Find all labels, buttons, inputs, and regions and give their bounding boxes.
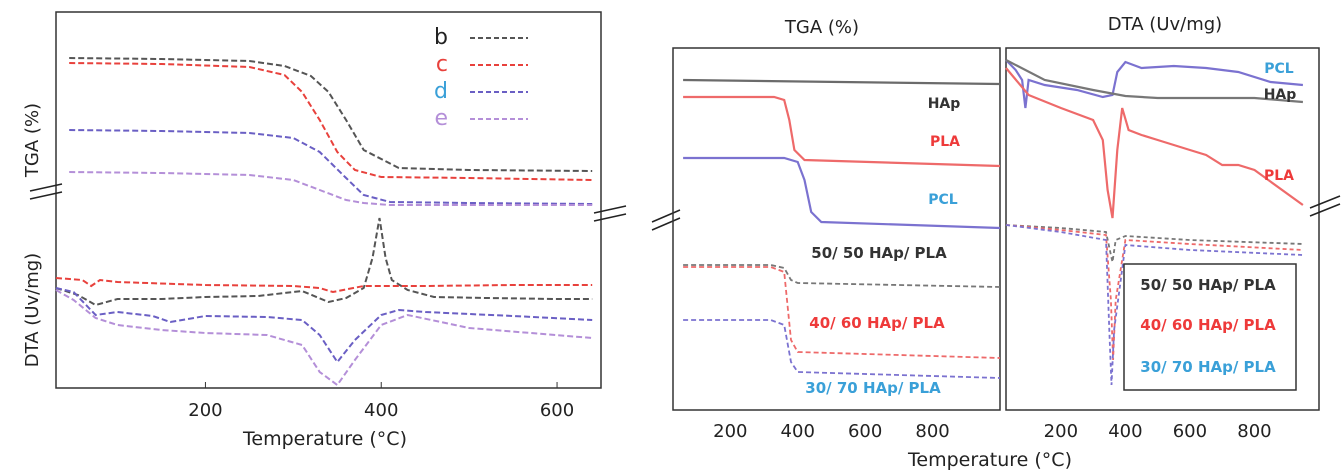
- series-label: PLA: [930, 134, 960, 150]
- axis-break-far-right-icon: [1309, 195, 1341, 217]
- series-label: PCL: [928, 192, 958, 208]
- x-tick-label: 200: [188, 400, 222, 421]
- tga-line-hap: [683, 78, 1001, 86]
- right-panel: DTA (Uv/mg) PCL HAp PLA 50/ 50 HAp/ PLA 40/ …: [1005, 14, 1341, 442]
- x-tick-label: 400: [364, 400, 398, 421]
- series-label: 30/ 70 HAp/ PLA: [1140, 358, 1276, 376]
- dta-line-40-60-hap-pla: [1005, 224, 1303, 361]
- tga-line-50-50-hap-pla: [683, 264, 1001, 288]
- dta-line-c: [55, 277, 593, 294]
- dta-line-50-50-hap-pla: [1005, 224, 1303, 263]
- tga-line-e: [69, 171, 593, 206]
- x-tick-label: 400: [781, 421, 815, 442]
- legend-key-e: e: [434, 106, 448, 131]
- legend-key-b: b: [434, 25, 448, 50]
- tga-line-pla: [683, 95, 1001, 168]
- series-label: PLA: [1264, 168, 1294, 184]
- dta-line-30-70-hap-pla: [1005, 224, 1303, 386]
- series-label: HAp: [1264, 87, 1297, 103]
- tga-line-40-60-hap-pla: [683, 266, 1001, 359]
- y-axis-label-dta: DTA (Uv/mg): [22, 253, 43, 367]
- dta-line-d: [55, 287, 593, 364]
- series-label: 50/ 50 HAp/ PLA: [1140, 276, 1276, 294]
- middle-plot-frame: [672, 47, 1001, 411]
- series-label: 30/ 70 HAp/ PLA: [805, 379, 941, 397]
- right-legend-box: [1123, 263, 1297, 391]
- tga-line-c: [69, 62, 593, 181]
- tga-line-30-70-hap-pla: [683, 319, 1001, 379]
- series-label: 50/ 50 HAp/ PLA: [811, 244, 947, 262]
- x-tick-label: 600: [1173, 421, 1207, 442]
- legend-key-d: d: [434, 79, 448, 104]
- x-tick-label: 400: [1108, 421, 1142, 442]
- series-label: PCL: [1264, 61, 1294, 77]
- y-axis-label-tga: TGA (%): [22, 103, 43, 178]
- tga-line-pcl: [683, 156, 1001, 230]
- x-tick-label: 800: [915, 421, 949, 442]
- x-tick-label: 200: [713, 421, 747, 442]
- left-plot-frame: [55, 11, 602, 389]
- right-plot-frame: [1005, 47, 1320, 411]
- series-label: 40/ 60 HAp/ PLA: [809, 314, 945, 332]
- middle-panel: TGA (%) HAp PLA PCL 50/ 50 HAp/ PLA 40/ 60 H…: [672, 17, 1001, 442]
- dta-line-pcl: [1005, 59, 1304, 109]
- tga-line-b: [69, 57, 593, 172]
- tga-line-d: [69, 129, 593, 205]
- series-label: 40/ 60 HAp/ PLA: [1140, 316, 1276, 334]
- dta-line-pla: [1005, 67, 1304, 219]
- x-axis-label-shared: Temperature (°C): [907, 449, 1072, 471]
- x-tick-label: 600: [848, 421, 882, 442]
- dta-line-b: [55, 217, 593, 307]
- x-axis-label-left: Temperature (°C): [242, 428, 407, 450]
- middle-panel-title: TGA (%): [784, 17, 859, 38]
- series-label: HAp: [928, 96, 961, 112]
- x-tick-label: 200: [1044, 421, 1078, 442]
- dta-line-hap: [1005, 59, 1303, 104]
- x-tick-label: 800: [1237, 421, 1271, 442]
- x-tick-label: 600: [540, 400, 574, 421]
- axis-break-middle-icon: [651, 209, 681, 231]
- legend-key-c: c: [436, 52, 448, 77]
- right-panel-title: DTA (Uv/mg): [1108, 14, 1222, 35]
- dta-line-e: [55, 289, 593, 387]
- axis-break-left-icon: [29, 183, 63, 200]
- axis-break-right-icon: [593, 205, 627, 222]
